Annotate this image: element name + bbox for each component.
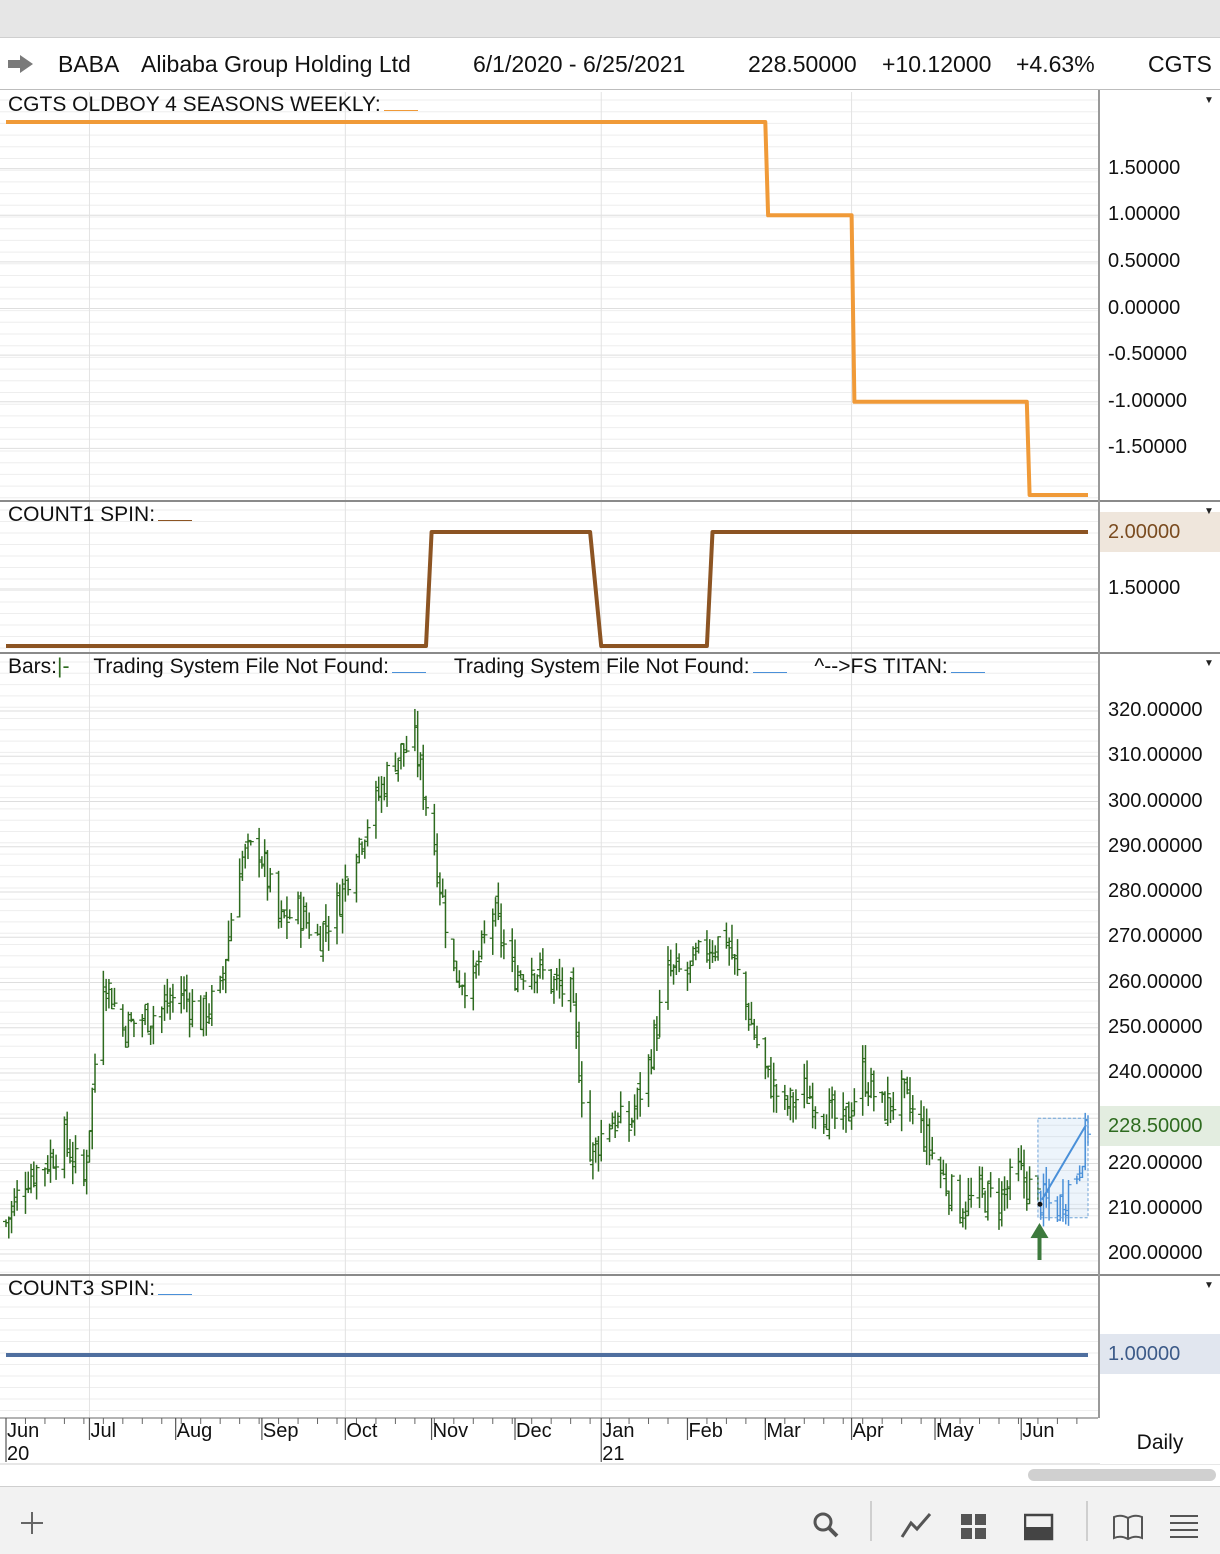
bars-swatch: |- [57,655,70,678]
price-axis-label: 280.00000 [1108,880,1203,902]
grid-icon[interactable] [960,1513,988,1546]
book-icon[interactable] [1112,1513,1144,1546]
time-axis-month-label: Feb [688,1420,723,1442]
panel-divider[interactable] [0,1274,1220,1276]
seasons-axis-label: 1.50000 [1108,156,1181,179]
time-axis-month-label: Jun [7,1420,40,1442]
time-axis-month-label: Sep [262,1420,299,1442]
price-axis-label: 240.00000 [1108,1061,1203,1083]
count1-panel-menu-caret[interactable]: ▼ [1204,506,1214,517]
time-axis-month-label: Jun [1022,1420,1055,1442]
time-axis-month-label: May [936,1420,974,1442]
seasons-value-blank [383,93,418,111]
panel-divider[interactable] [0,500,1220,502]
time-axis-month-label: Nov [432,1420,469,1442]
count3-panel-menu-caret[interactable]: ▼ [1204,1280,1214,1291]
menu-icon[interactable] [1168,1513,1200,1544]
count1-axis-label: 1.50000 [1108,577,1181,599]
count1-current-tag: 2.00000 [1100,512,1220,552]
signal-arrow-head [1030,1223,1049,1238]
panel-divider[interactable] [0,652,1220,654]
count3-current-tag: 1.00000 [1100,1334,1220,1374]
search-icon[interactable] [812,1511,840,1544]
symbol-ticker[interactable]: BABA [58,51,120,77]
time-axis-month-label: Dec [516,1420,552,1442]
bottom-toolbar [0,1486,1220,1554]
time-axis-year-label: 21 [602,1443,625,1465]
legend-item-1: Trading System File Not Found [93,655,384,678]
price-axis-label: 300.00000 [1108,789,1203,812]
seasons-axis-label: -1.00000 [1108,389,1187,412]
price-current-tag: 228.50000 [1100,1106,1220,1146]
legend-item-2: Trading System File Not Found [453,655,744,678]
price-axis-label: 220.00000 [1108,1151,1203,1174]
seasons-axis-label: -1.50000 [1108,436,1187,459]
bars-label: Bars: [8,655,58,678]
price-panel-legend: Bars:|- Trading System File Not Found: T… [8,655,985,679]
price-axis-label: 200.00000 [1108,1242,1203,1264]
brand-label: CGTS [1148,51,1212,77]
count1-line [6,530,1088,648]
count3-value-blank [158,1277,193,1295]
price-axis-label: 250.00000 [1108,1015,1203,1038]
price-change-percent: +4.63% [1016,51,1095,77]
price-axis-label: 260.00000 [1108,970,1203,993]
seasons-panel-title: CGTS OLDBOY 4 SEASONS WEEKLY: [8,93,418,117]
date-range[interactable]: 6/1/2020 - 6/25/2021 [473,51,686,77]
time-axis-month-label: Mar [766,1420,801,1442]
projection-line [1041,1124,1087,1201]
count3-title-text: COUNT3 SPIN [8,1277,150,1300]
seasons-title-text: CGTS OLDBOY 4 SEASONS WEEKLY [8,93,375,116]
legend-item-1-blank [392,655,426,673]
time-axis-month-label: Oct [346,1420,378,1442]
count1-title-text: COUNT1 SPIN [8,503,150,526]
price-axis-label: 270.00000 [1108,925,1203,948]
price-panel-menu-caret[interactable]: ▼ [1204,658,1214,669]
count3-panel-title: COUNT3 SPIN: [8,1277,193,1301]
company-name: Alibaba Group Holding Ltd [141,51,411,77]
seasons-axis-label: 1.00000 [1108,203,1181,226]
price-axis-divider [1098,90,1100,1418]
count1-value-blank [158,503,193,521]
arrow-right-icon[interactable] [6,52,36,82]
signal-dot [1037,1201,1043,1207]
time-axis-year-label: 20 [7,1443,30,1465]
plus-icon[interactable] [18,1509,46,1542]
toolbar-divider [1086,1501,1088,1541]
panel-icon[interactable] [1023,1513,1054,1546]
seasons-panel-menu-caret[interactable]: ▼ [1204,95,1214,106]
seasons-axis-label: 0.00000 [1108,296,1181,319]
interval-selector[interactable]: Daily [1100,1418,1220,1464]
time-axis-month-label: Aug [176,1420,213,1442]
legend-item-3: ^-->FS TITAN [814,655,942,678]
legend-item-3-blank [950,655,985,673]
window-top-strip [0,0,1220,38]
price-axis-label: 320.00000 [1108,699,1203,721]
time-axis-month-label: Jul [90,1420,117,1442]
line-chart-icon[interactable] [900,1511,932,1544]
count1-panel-title: COUNT1 SPIN: [8,503,193,527]
price-axis-label: 310.00000 [1108,744,1203,767]
price-axis-label: 290.00000 [1108,834,1203,857]
last-price: 228.50000 [748,51,857,77]
seasons-axis-label: 0.50000 [1108,249,1181,272]
seasons-axis-label: -0.50000 [1108,343,1187,366]
legend-item-2-blank [752,655,787,673]
chart-canvas[interactable] [0,0,1220,1486]
toolbar-divider [870,1501,872,1541]
time-axis-month-label: Jan [602,1420,635,1442]
price-change: +10.12000 [882,51,992,77]
price-axis-label: 210.00000 [1108,1196,1203,1219]
horizontal-scrollbar[interactable] [1028,1469,1216,1481]
seasons-line [6,120,1088,497]
time-axis-month-label: Apr [852,1420,884,1442]
symbol-header: BABA Alibaba Group Holding Ltd 6/1/2020 … [0,38,1220,90]
